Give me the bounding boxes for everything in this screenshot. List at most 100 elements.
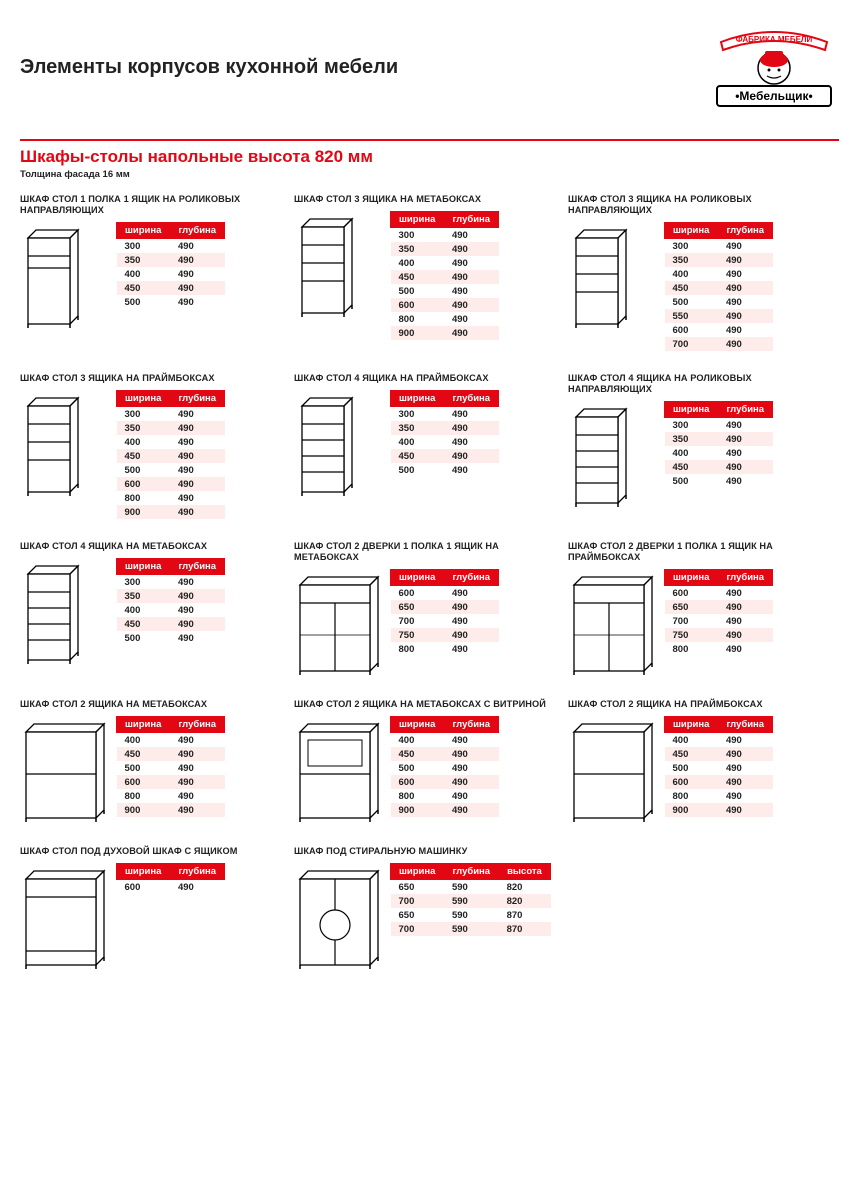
table-cell: 450 — [391, 270, 444, 284]
table-row: 450490 — [665, 747, 773, 761]
table-cell: 490 — [444, 435, 499, 449]
catalog-item: ШКАФ СТОЛ 2 ЯЩИКА НА МЕТАБОКСАХ С ВИТРИН… — [294, 699, 556, 824]
dimensions-table: ширинаглубина300490350490400490450490500… — [116, 558, 225, 645]
table-cell: 800 — [391, 642, 444, 656]
catalog-item: ШКАФ СТОЛ 3 ЯЩИКА НА МЕТАБОКСАХширинаглу… — [294, 194, 556, 351]
table-cell: 820 — [499, 880, 551, 895]
table-row: 900490 — [391, 326, 499, 340]
table-row: 600490 — [117, 880, 225, 895]
table-cell: 600 — [117, 880, 170, 895]
table-cell: 650 — [665, 600, 718, 614]
table-row: 400490 — [117, 733, 225, 748]
table-header: ширина — [391, 212, 444, 228]
table-cell: 700 — [391, 614, 444, 628]
catalog-item: ШКАФ СТОЛ 4 ЯЩИКА НА РОЛИКОВЫХ НАПРАВЛЯЮ… — [568, 373, 830, 519]
table-cell: 450 — [117, 617, 170, 631]
table-cell: 490 — [170, 575, 225, 590]
table-cell: 490 — [444, 761, 499, 775]
table-cell: 400 — [665, 733, 718, 748]
table-row: 450490 — [117, 747, 225, 761]
table-cell: 600 — [391, 298, 444, 312]
cabinet-diagram — [294, 863, 384, 971]
table-row: 350490 — [391, 421, 499, 435]
table-row: 550490 — [665, 309, 773, 323]
table-header: ширина — [391, 717, 444, 733]
table-cell: 490 — [170, 880, 225, 895]
table-cell: 400 — [391, 733, 444, 748]
table-row: 400490 — [117, 267, 225, 281]
table-row: 450490 — [391, 449, 499, 463]
table-cell: 490 — [444, 614, 499, 628]
item-title: ШКАФ СТОЛ 4 ЯЩИКА НА ПРАЙМБОКСАХ — [294, 373, 556, 384]
table-row: 350490 — [391, 242, 499, 256]
catalog-item: ШКАФ под стиральную машинкуширинаглубина… — [294, 846, 556, 971]
table-header: глубина — [170, 864, 225, 880]
table-cell: 490 — [170, 631, 225, 645]
table-row: 500490 — [665, 295, 773, 309]
catalog-item: ШКАФ СТОЛ 2 ДВЕРКИ 1 ПОЛКА 1 ЯЩИК НА МЕТ… — [294, 541, 556, 677]
dimensions-table: ширинаглубина400490450490500490600490800… — [116, 716, 225, 817]
table-row: 300490 — [117, 575, 225, 590]
item-title: ШКАФ под стиральную машинку — [294, 846, 556, 857]
table-cell: 800 — [391, 312, 444, 326]
table-cell: 350 — [117, 589, 170, 603]
table-cell: 600 — [117, 477, 170, 491]
item-title: ШКАФ СТОЛ 2 ДВЕРКИ 1 ПОЛКА 1 ЯЩИК НА ПРА… — [568, 541, 830, 563]
cabinet-diagram — [20, 222, 110, 330]
table-cell: 490 — [170, 789, 225, 803]
table-header: ширина — [391, 570, 444, 586]
table-row: 300490 — [391, 407, 499, 422]
table-row: 600490 — [665, 323, 773, 337]
table-row: 800490 — [391, 789, 499, 803]
table-header: глубина — [444, 212, 499, 228]
catalog-item: ШКАФ СТОЛ 2 ЯЩИКА НА ПРАЙМБОКСАХширинагл… — [568, 699, 830, 824]
table-cell: 800 — [117, 491, 170, 505]
table-cell: 300 — [117, 239, 170, 254]
table-cell: 490 — [444, 733, 499, 748]
dimensions-table: ширинаглубина300490350490400490450490500… — [116, 222, 225, 309]
table-cell: 490 — [170, 491, 225, 505]
table-header: глубина — [170, 559, 225, 575]
table-row: 500490 — [665, 474, 773, 488]
table-cell: 450 — [665, 460, 718, 474]
table-cell: 490 — [718, 628, 773, 642]
table-cell: 400 — [665, 267, 718, 281]
table-cell: 490 — [170, 803, 225, 817]
table-row: 450490 — [665, 460, 773, 474]
table-cell: 500 — [665, 474, 718, 488]
table-cell: 490 — [718, 446, 773, 460]
brand-logo: ФАБРИКА МЕБЕЛИ •Мебельщик• — [709, 20, 839, 125]
table-cell: 400 — [117, 435, 170, 449]
table-row: 800490 — [391, 312, 499, 326]
table-cell: 350 — [391, 242, 444, 256]
table-cell: 400 — [117, 267, 170, 281]
table-cell: 590 — [444, 880, 499, 895]
dimensions-table: ширинаглубина400490450490500490600490800… — [664, 716, 773, 817]
table-cell: 490 — [444, 642, 499, 656]
table-cell: 400 — [391, 256, 444, 270]
dimensions-table: ширинаглубина300490350490400490450490500… — [116, 390, 225, 519]
table-row: 900490 — [117, 505, 225, 519]
table-header: глубина — [170, 717, 225, 733]
table-row: 600490 — [391, 586, 499, 601]
table-header: ширина — [665, 402, 718, 418]
table-row: 600490 — [117, 775, 225, 789]
table-cell: 490 — [170, 253, 225, 267]
table-row: 650590820 — [391, 880, 551, 895]
table-cell: 450 — [117, 281, 170, 295]
catalog-item: ШКАФ СТОЛ под духовой шкаф с ящикомширин… — [20, 846, 282, 971]
table-cell: 350 — [117, 421, 170, 435]
table-cell: 500 — [117, 463, 170, 477]
table-cell: 350 — [391, 421, 444, 435]
table-row: 600490 — [391, 775, 499, 789]
table-cell: 490 — [444, 600, 499, 614]
cabinet-diagram — [568, 401, 658, 509]
table-row: 450490 — [391, 270, 499, 284]
table-cell: 300 — [665, 239, 718, 254]
table-cell: 500 — [117, 631, 170, 645]
table-header: глубина — [170, 223, 225, 239]
table-row: 900490 — [117, 803, 225, 817]
section-divider — [20, 139, 839, 141]
table-row: 400490 — [117, 603, 225, 617]
table-header: ширина — [391, 864, 444, 880]
